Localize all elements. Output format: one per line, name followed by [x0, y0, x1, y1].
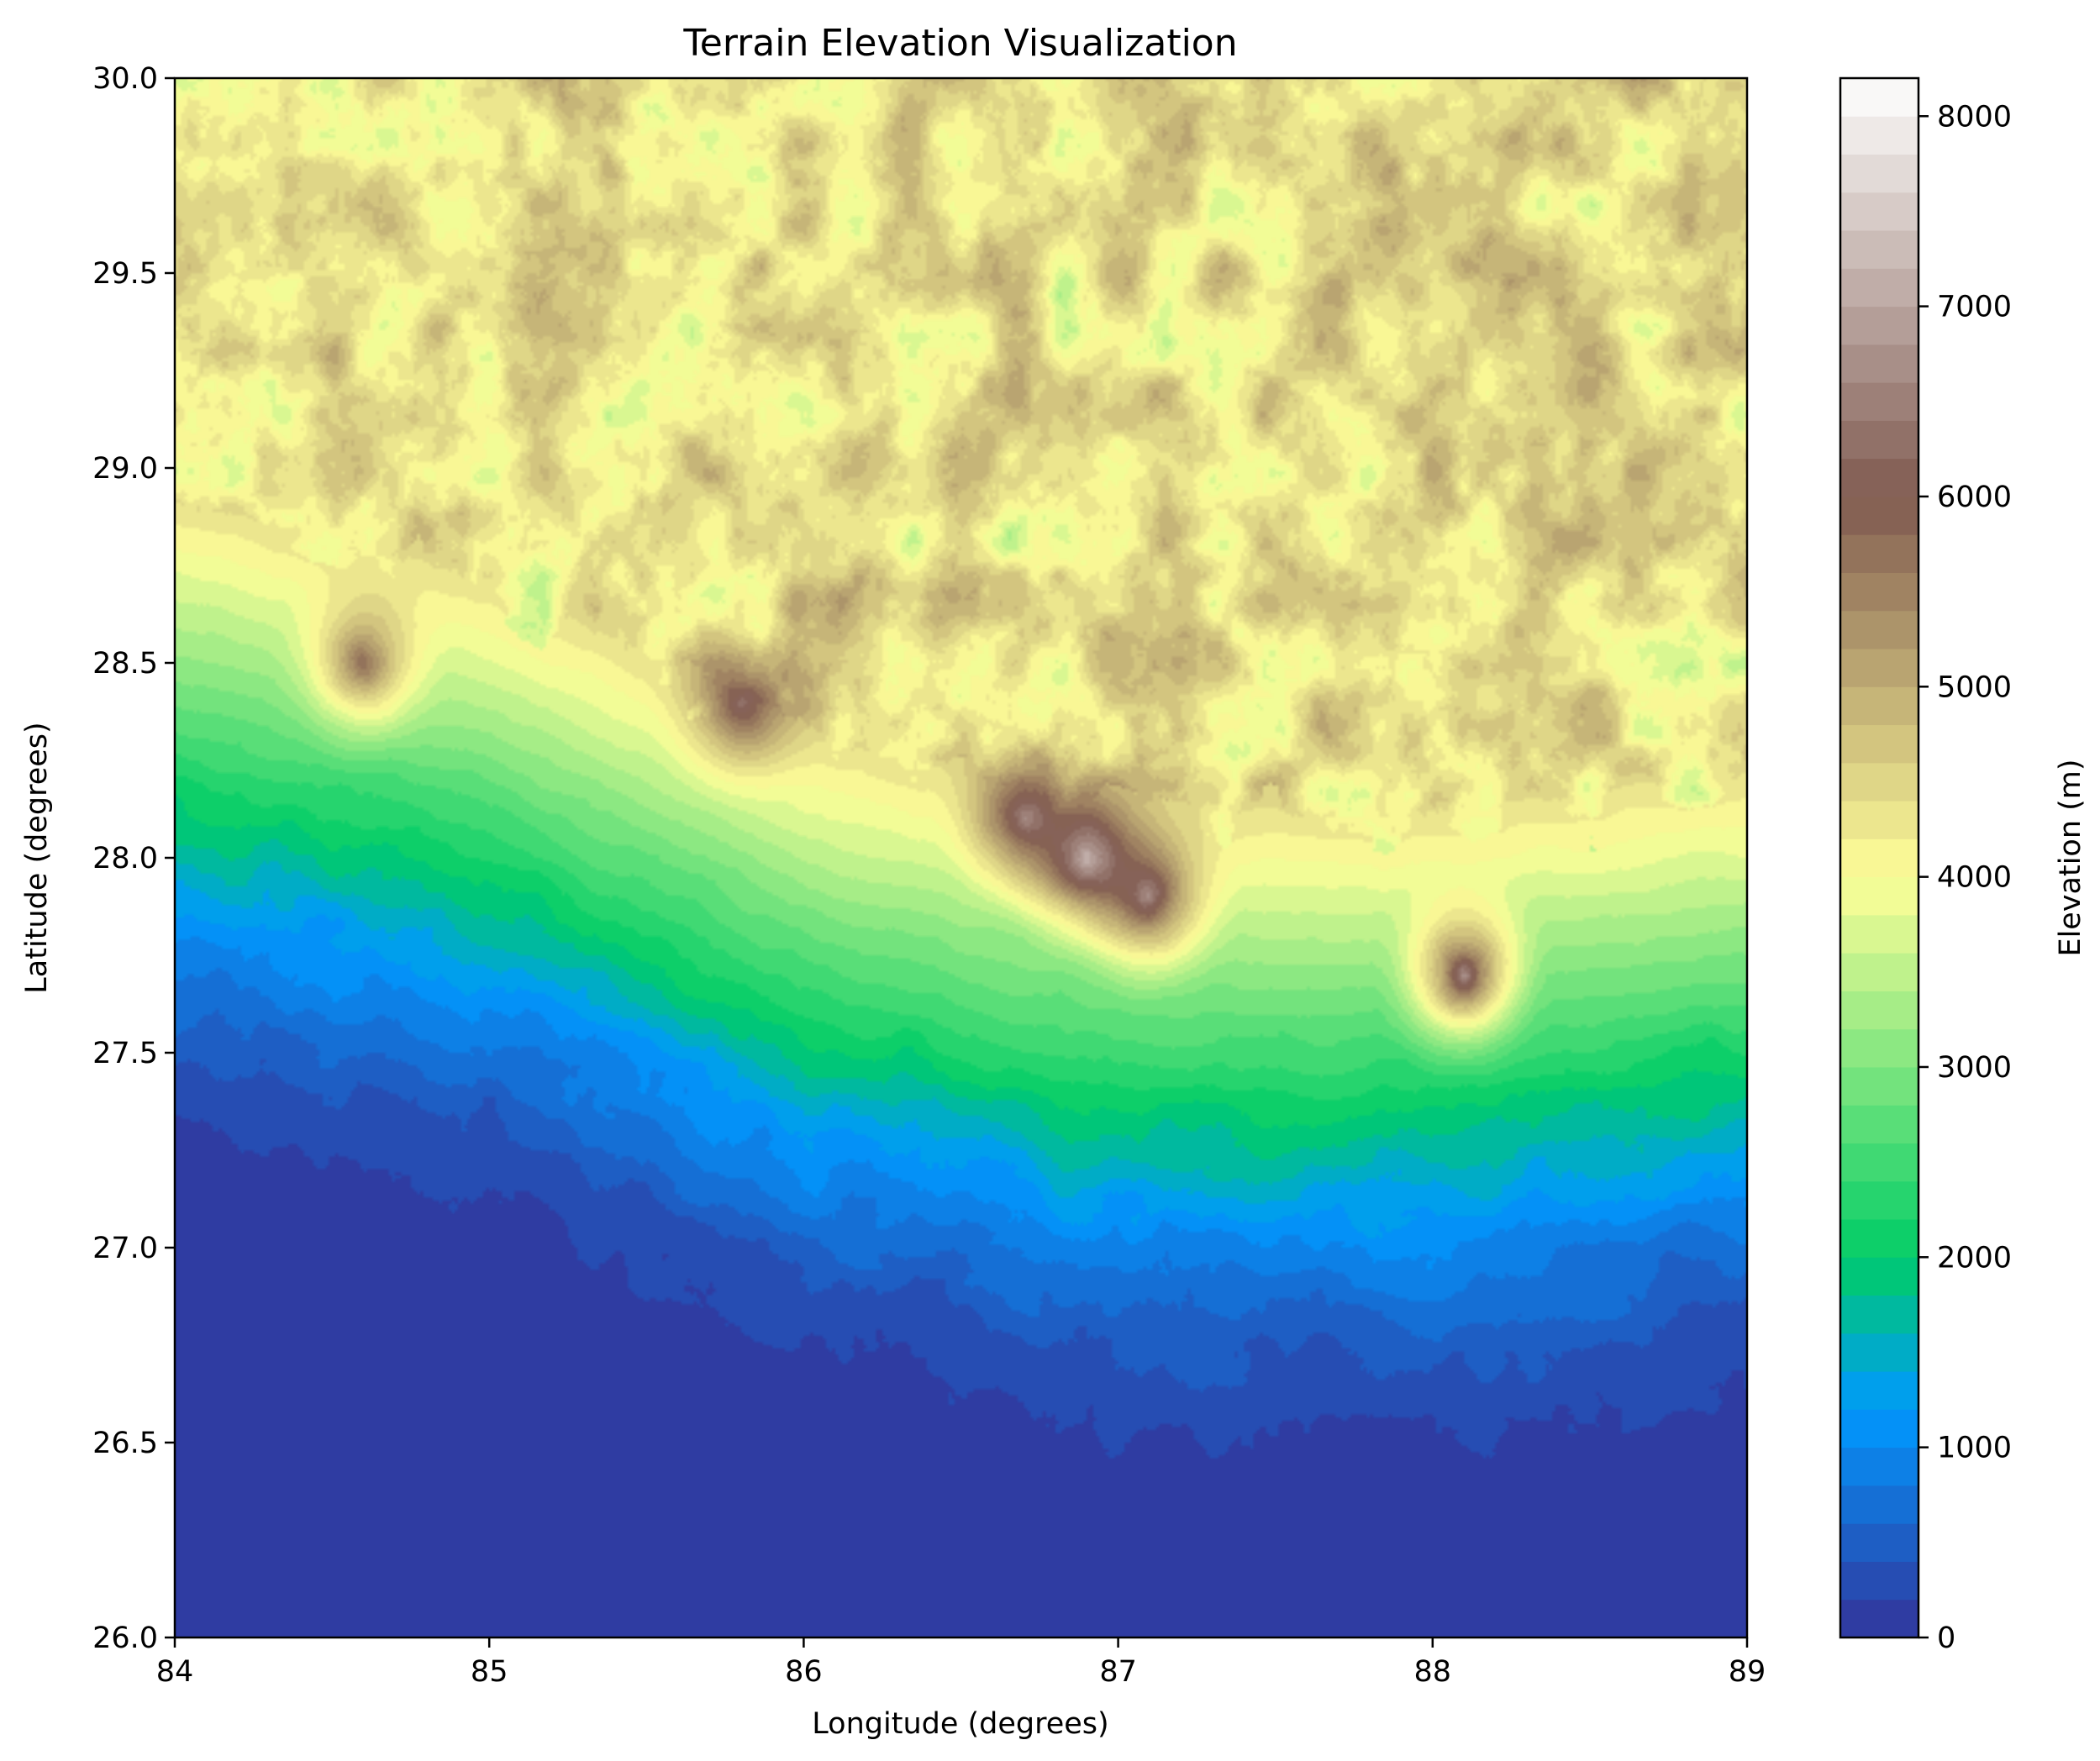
- colorbar-band: [1840, 1143, 1918, 1182]
- colorbar-band: [1840, 953, 1918, 991]
- x-tick-label: 87: [1099, 1655, 1137, 1689]
- colorbar-tick-label: 7000: [1937, 291, 2012, 324]
- colorbar-band: [1840, 1485, 1918, 1524]
- colorbar-ticks: 0 1000 2000 3000 4000 5000 6000 7000 8000: [1918, 100, 2012, 1655]
- colorbar-band: [1840, 1105, 1918, 1144]
- colorbar-band: [1840, 876, 1918, 916]
- colorbar-band: [1840, 1371, 1918, 1410]
- colorbar-band: [1840, 724, 1918, 764]
- colorbar-band: [1840, 610, 1918, 649]
- y-tick-label: 26.5: [92, 1427, 158, 1460]
- chart-title: Terrain Elevation Visualization: [682, 22, 1237, 65]
- colorbar-band: [1840, 534, 1918, 573]
- x-axis: 84 85 86 87 88 89: [156, 1637, 1766, 1689]
- colorbar-tick-label: 8000: [1937, 100, 2012, 134]
- colorbar-band: [1840, 230, 1918, 269]
- colorbar-band: [1840, 914, 1918, 954]
- colorbar-band: [1840, 78, 1918, 117]
- y-axis-label: Latitude (degrees): [20, 722, 54, 993]
- plot-area: [175, 78, 1747, 1637]
- y-axis: 26.0 26.5 27.0 27.5 28.0 28.5 29.0 29.5 30.0: [92, 62, 175, 1655]
- colorbar-band: [1840, 1180, 1918, 1220]
- colorbar-band: [1840, 1066, 1918, 1106]
- colorbar-tick-label: 6000: [1937, 481, 2012, 514]
- colorbar-band: [1840, 649, 1918, 687]
- x-tick-label: 85: [471, 1655, 508, 1689]
- colorbar-band: [1840, 192, 1918, 231]
- y-tick-label: 28.0: [92, 842, 158, 875]
- colorbar-band: [1840, 686, 1918, 726]
- colorbar-band: [1840, 1599, 1918, 1638]
- y-tick-label: 27.5: [92, 1037, 158, 1070]
- colorbar-band: [1840, 1409, 1918, 1448]
- colorbar-band: [1840, 1523, 1918, 1562]
- colorbar-band: [1840, 801, 1918, 839]
- colorbar-tick-label: 2000: [1937, 1241, 2012, 1275]
- colorbar-band: [1840, 1447, 1918, 1486]
- colorbar-band: [1840, 1333, 1918, 1372]
- x-tick-label: 84: [156, 1655, 194, 1689]
- colorbar-label: Elevation (m): [2054, 759, 2087, 956]
- colorbar-bands: [1840, 78, 1918, 1638]
- x-tick-label: 86: [785, 1655, 823, 1689]
- x-axis-label: Longitude (degrees): [812, 1707, 1108, 1741]
- colorbar-tick-label: 5000: [1937, 670, 2012, 704]
- colorbar-band: [1840, 1295, 1918, 1334]
- colorbar-band: [1840, 991, 1918, 1030]
- colorbar-band: [1840, 1257, 1918, 1296]
- y-tick-label: 29.5: [92, 257, 158, 291]
- colorbar-band: [1840, 154, 1918, 193]
- colorbar-tick-label: 4000: [1937, 861, 2012, 895]
- colorbar-band: [1840, 572, 1918, 612]
- colorbar-band: [1840, 458, 1918, 497]
- colorbar-band: [1840, 420, 1918, 460]
- x-tick-label: 88: [1414, 1655, 1452, 1689]
- colorbar-tick-label: 3000: [1937, 1051, 2012, 1085]
- x-tick-label: 89: [1729, 1655, 1766, 1689]
- y-tick-label: 29.0: [92, 452, 158, 486]
- colorbar-band: [1840, 116, 1918, 155]
- terrain-elevation-map: [175, 78, 1747, 1637]
- colorbar-band: [1840, 306, 1918, 345]
- colorbar-band: [1840, 496, 1918, 535]
- colorbar-tick-label: 1000: [1937, 1432, 2012, 1465]
- y-tick-label: 27.0: [92, 1232, 158, 1265]
- colorbar: 0 1000 2000 3000 4000 5000 6000 7000 8000 Elevat…: [1839, 76, 2087, 1655]
- y-tick-label: 26.0: [92, 1622, 158, 1655]
- colorbar-band: [1840, 344, 1918, 383]
- colorbar-frame: [1839, 76, 1920, 1639]
- colorbar-band: [1840, 268, 1918, 308]
- colorbar-band: [1840, 1219, 1918, 1258]
- colorbar-tick-label: 0: [1937, 1622, 1955, 1655]
- y-tick-label: 30.0: [92, 62, 158, 96]
- colorbar-band: [1840, 382, 1918, 421]
- colorbar-band: [1840, 1028, 1918, 1068]
- colorbar-band: [1840, 1561, 1918, 1601]
- colorbar-band: [1840, 762, 1918, 802]
- colorbar-band: [1840, 838, 1918, 878]
- y-tick-label: 28.5: [92, 647, 158, 681]
